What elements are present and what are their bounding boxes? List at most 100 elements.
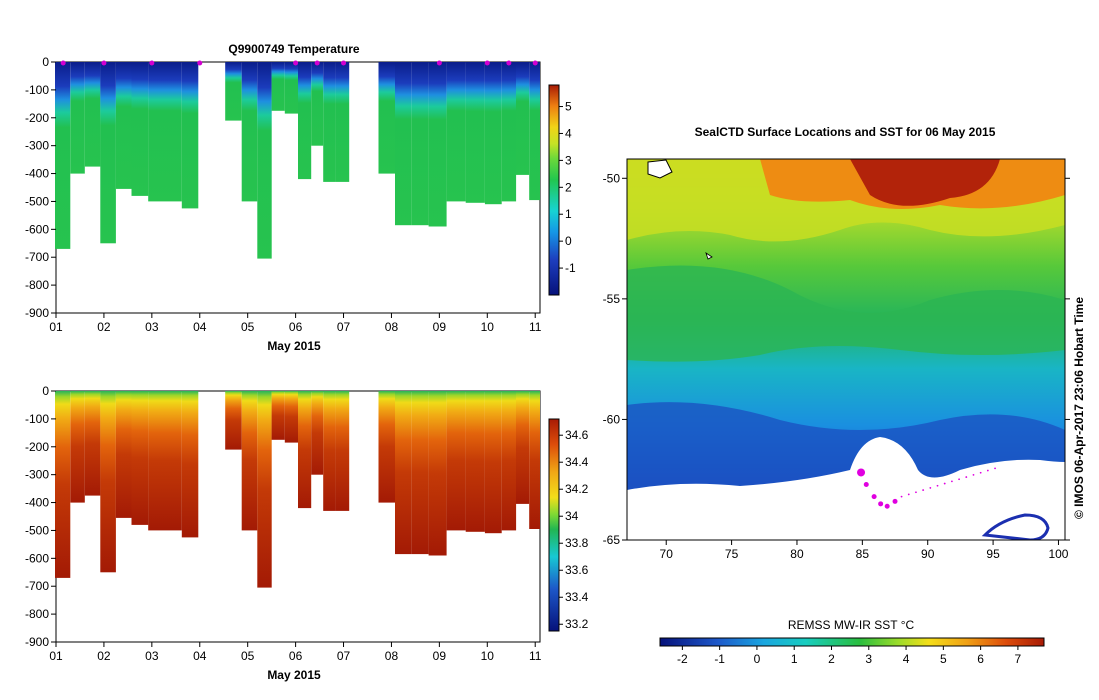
depth-tick-label: -400 — [25, 496, 49, 510]
profile-column — [131, 391, 149, 525]
profile-column — [55, 62, 71, 249]
depth-tick-label: -900 — [25, 306, 49, 320]
longitude-tick-label: 85 — [856, 547, 870, 561]
temperature-colorbar — [548, 84, 560, 296]
date-tick-label: 06 — [289, 649, 303, 663]
depth-tick-label: -700 — [25, 579, 49, 593]
profile-column — [148, 62, 165, 202]
profile-column — [484, 391, 502, 534]
profile-column — [298, 391, 312, 509]
profile-column — [84, 62, 101, 167]
date-tick-label: 03 — [145, 649, 159, 663]
track-dot — [951, 480, 953, 483]
longitude-tick-label: 100 — [1048, 547, 1068, 561]
date-tick-label: 11 — [529, 320, 542, 334]
latitude-tick-label: -55 — [603, 292, 621, 306]
profile-marker — [293, 60, 299, 66]
sst-colorbar-ticks: -2 -1 0 1 2 3 4 5 6 7 — [677, 646, 1022, 666]
sst-map-panel: SealCTD Surface Locations and SST for 06… — [603, 125, 1086, 666]
profile-column — [428, 391, 447, 556]
profile-column — [70, 391, 85, 503]
sst-colorbar-tick-label: -2 — [677, 652, 688, 666]
profile-column — [395, 391, 412, 555]
profile-column — [335, 391, 350, 511]
sst-colorbar-label: REMSS MW-IR SST °C — [788, 618, 915, 632]
depth-tick-label: 0 — [42, 55, 49, 69]
profile-column — [225, 62, 242, 121]
profile-column — [241, 391, 258, 531]
track-dot — [958, 478, 960, 481]
colorbar-tick-label: 5 — [565, 100, 572, 114]
credit-label: © IMOS 06-Apr-2017 23:06 Hobart Time — [1072, 297, 1086, 519]
profile-column — [165, 391, 182, 531]
date-tick-label: 05 — [241, 649, 255, 663]
sst-colorbar-tick-label: 5 — [940, 652, 947, 666]
track-dot — [922, 489, 925, 491]
salinity-section-panel: 0 -100 -200 -300 -400 -500 -600 -700 -800 -900 01… — [25, 384, 589, 682]
profile-column — [529, 391, 540, 529]
colorbar-tick-label: 0 — [565, 234, 572, 248]
date-tick-label: 01 — [49, 649, 63, 663]
date-tick-label: 10 — [481, 649, 495, 663]
profile-column — [257, 62, 272, 259]
depth-tick-label: -800 — [25, 607, 49, 621]
colorbar-tick-label: 4 — [565, 126, 572, 140]
profile-column — [257, 391, 272, 588]
profile-column — [529, 62, 540, 201]
colorbar-tick-label: 33.2 — [565, 617, 589, 631]
colorbar-tick-label: 33.8 — [565, 536, 589, 550]
sst-field — [627, 159, 1065, 540]
depth-tick-label: -600 — [25, 551, 49, 565]
sst-colorbar-tick-label: 1 — [791, 652, 798, 666]
profile-column — [411, 62, 429, 226]
date-tick-label: 08 — [385, 320, 399, 334]
salinity-colorbar — [548, 418, 560, 632]
profile-marker — [506, 60, 512, 66]
profile-column — [446, 391, 466, 531]
profile-column — [446, 62, 466, 202]
sst-map-title: SealCTD Surface Locations and SST for 06… — [695, 125, 996, 139]
profile-column — [55, 391, 71, 578]
date-tick-label: 04 — [193, 649, 207, 663]
profile-column — [516, 62, 530, 175]
track-dot — [907, 493, 910, 496]
profile-column — [100, 62, 116, 244]
track-dot — [943, 482, 946, 485]
latitude-axis: -50 -55 -60 -65 — [603, 171, 1070, 547]
profile-column — [131, 62, 149, 196]
profile-column — [428, 62, 447, 227]
profile-column — [501, 62, 517, 202]
track-dot — [986, 469, 989, 472]
depth-tick-label: -900 — [25, 635, 49, 649]
temperature-depth-axis: 0 -100 -200 -300 -400 -500 -600 -700 -800 -900 — [25, 55, 56, 320]
depth-tick-label: -300 — [25, 468, 49, 482]
profile-marker — [484, 60, 490, 66]
profile-column — [311, 62, 324, 146]
colorbar-tick-label: 34.2 — [565, 482, 589, 496]
profile-column — [271, 391, 285, 440]
profile-column — [335, 62, 350, 182]
profile-marker — [197, 60, 203, 66]
profile-column — [501, 391, 517, 531]
date-tick-label: 09 — [433, 649, 447, 663]
depth-tick-label: 0 — [42, 384, 49, 398]
track-dot — [929, 487, 932, 489]
colorbar-tick-label: 34 — [565, 509, 579, 523]
track-dot — [979, 471, 982, 474]
profile-column — [115, 391, 132, 518]
depth-tick-label: -700 — [25, 250, 49, 264]
latitude-tick-label: -65 — [603, 533, 621, 547]
profile-marker — [341, 60, 347, 66]
profile-column — [323, 391, 336, 511]
profile-column — [311, 391, 324, 475]
date-tick-label: 10 — [481, 320, 495, 334]
depth-tick-label: -300 — [25, 139, 49, 153]
sealctd-track — [857, 467, 996, 509]
depth-tick-label: -500 — [25, 194, 49, 208]
depth-tick-label: -200 — [25, 440, 49, 454]
temperature-colorbar-ticks: 5 4 3 2 1 0 -1 — [559, 100, 576, 275]
colorbar-tick-label: 33.4 — [565, 590, 589, 604]
profile-marker — [101, 60, 107, 66]
profile-column — [225, 391, 242, 450]
colorbar-tick-label: 1 — [565, 207, 572, 221]
